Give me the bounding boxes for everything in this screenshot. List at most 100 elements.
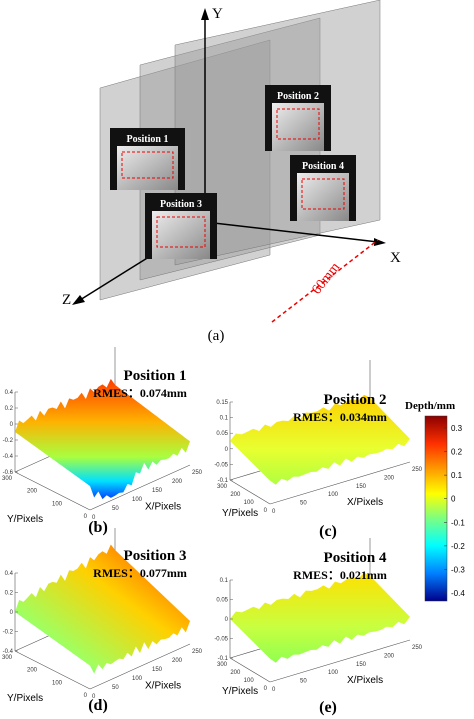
z-tick-label: 0.2 xyxy=(5,591,14,597)
x-tick-label: 200 xyxy=(384,653,395,659)
x-tick-label: 150 xyxy=(356,662,367,668)
roi xyxy=(276,108,320,140)
y-tick-label: 200 xyxy=(27,489,38,495)
x-tick-label: 250 xyxy=(192,649,203,655)
position-label: Position 1 xyxy=(127,134,169,145)
z-tick-label: -0.2 xyxy=(3,630,14,636)
x-axis-label: X/Pixels xyxy=(347,497,383,508)
colorbar-tick-label: 0.2 xyxy=(451,448,463,457)
y-tick-label: 100 xyxy=(244,678,255,684)
y-tick-label: 100 xyxy=(52,680,63,686)
x-axis xyxy=(89,643,191,690)
x-tick-label: 150 xyxy=(356,484,367,490)
colorbar-tick-label: 0.1 xyxy=(451,471,463,480)
z-tick-label: 0.2 xyxy=(5,406,14,412)
x-tick-label: 150 xyxy=(152,488,163,494)
z-tick-label: 0 xyxy=(225,617,229,623)
rmes: RMES：0.021mm xyxy=(293,568,387,582)
plate-surface xyxy=(117,146,178,190)
panel-title: Position 1 xyxy=(124,368,187,384)
x-tick-label: 100 xyxy=(328,492,339,498)
rmes: RMES：0.034mm xyxy=(293,410,387,424)
y-tick-label: 300 xyxy=(2,655,13,661)
x-tick-label: 50 xyxy=(300,501,307,507)
x-tick-label: 0 xyxy=(92,515,96,521)
x-axis xyxy=(269,639,411,683)
z-tick-label: 0 xyxy=(10,422,14,428)
y-tick-label: 0 xyxy=(84,514,88,520)
colorbar-tick-label: 0.3 xyxy=(451,424,463,433)
z-tick-label: 0.15 xyxy=(216,400,228,406)
y-axis-label: Y/Pixels xyxy=(7,514,43,525)
y-axis xyxy=(14,650,91,690)
setup-diagram: Y X Z 60mm (a) Position 1 Position 2 Posit… xyxy=(62,0,401,344)
y-axis xyxy=(14,471,91,511)
position-label: Position 2 xyxy=(277,91,319,102)
position-label: Position 3 xyxy=(160,199,202,210)
arrow xyxy=(72,295,85,305)
caption: (d) xyxy=(88,697,108,714)
x-tick-label: 250 xyxy=(412,467,423,473)
x-axis xyxy=(204,221,379,243)
caption: (b) xyxy=(88,519,108,536)
x-axis xyxy=(269,461,411,505)
y-tick-label: 200 xyxy=(27,668,38,674)
x-tick-label: 250 xyxy=(412,645,423,651)
arrow xyxy=(201,8,209,20)
y-axis-label: Y/Pixels xyxy=(222,686,258,697)
z-tick-label: -0.05 xyxy=(214,462,228,468)
distance-label: 60mm xyxy=(309,260,343,298)
caption: (e) xyxy=(319,699,337,716)
caption: (a) xyxy=(208,328,225,344)
roi xyxy=(301,178,345,210)
rmes: RMES：0.077mm xyxy=(93,566,187,580)
x-tick-label: 0 xyxy=(272,509,276,515)
y-tick-label: 300 xyxy=(2,476,13,482)
panel-title: Position 2 xyxy=(324,392,387,408)
z-tick-label: -0.4 xyxy=(3,454,14,460)
y-axis-label: Y/Pixels xyxy=(7,693,43,704)
z-tick-label: 0.05 xyxy=(216,598,228,604)
z-tick-label: -0.1 xyxy=(218,656,229,662)
surface xyxy=(15,544,190,674)
colorbar-label: Depth/mm xyxy=(405,400,455,412)
colorbar-tick-label: -0.3 xyxy=(451,565,465,574)
colorbar-tick-label: -0.1 xyxy=(451,518,465,527)
surface xyxy=(15,378,190,500)
x-tick-label: 0 xyxy=(272,687,276,693)
z-tick-label: 0 xyxy=(10,610,14,616)
distance-line xyxy=(271,239,379,323)
x-axis-label: X/Pixels xyxy=(145,501,181,512)
x-axis xyxy=(89,464,191,511)
x-tick-label: 100 xyxy=(132,676,143,682)
x-tick-label: 200 xyxy=(384,475,395,481)
colorbar-tick-label: -0.2 xyxy=(451,542,465,551)
colorbar-tick-label: 0 xyxy=(451,495,456,504)
caption: (c) xyxy=(319,523,337,540)
surface xyxy=(230,394,410,485)
x-tick-label: 200 xyxy=(172,479,183,485)
y-axis xyxy=(229,479,271,505)
x-axis-label: X/Pixels xyxy=(347,675,383,686)
arrow xyxy=(374,238,386,246)
x-tick-label: 0 xyxy=(92,694,96,700)
axis-label: X xyxy=(390,250,401,266)
y-tick-label: 300 xyxy=(217,662,228,668)
axis-label: Y xyxy=(212,6,223,22)
position-label: Position 4 xyxy=(302,161,344,172)
z-tick-label: -0.05 xyxy=(214,637,228,643)
z-tick-label: 0.1 xyxy=(220,578,229,584)
z-tick-label: 0 xyxy=(225,447,229,453)
plate-surface xyxy=(272,103,324,151)
z-tick-label: 0.4 xyxy=(5,571,14,577)
y-tick-label: 200 xyxy=(230,670,241,676)
y-tick-label: 100 xyxy=(52,501,63,507)
x-tick-label: 50 xyxy=(112,685,119,691)
plate-surface xyxy=(152,211,210,259)
y-tick-label: 0 xyxy=(264,508,268,514)
y-tick-label: 300 xyxy=(217,484,228,490)
